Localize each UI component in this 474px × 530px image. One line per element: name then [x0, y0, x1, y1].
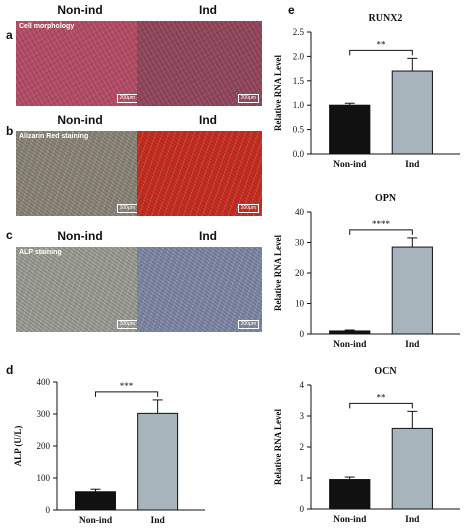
y-tick-label: 1.0: [293, 100, 305, 110]
header-non-ind-c: Non-ind: [57, 229, 103, 243]
x-tick-label: Non-ind: [79, 516, 113, 526]
micrograph-alp-ind: 200μm: [137, 247, 262, 332]
micrograph-alizarin-non-ind: Alizarin Red staining 200μm: [16, 131, 141, 216]
y-tick-label: 0.5: [293, 125, 305, 135]
x-tick-label: Ind: [405, 160, 420, 170]
bar-non-ind: [329, 479, 371, 510]
y-tick-label: 2: [300, 442, 305, 452]
y-tick-label: 0.0: [293, 149, 305, 159]
header-ind-b: Ind: [199, 113, 217, 127]
significance-bracket: [94, 391, 159, 397]
y-tick-label: 2.5: [293, 27, 305, 37]
micrograph-morphology-ind: 200μm: [137, 21, 262, 106]
micrograph-tag: ALP staining: [19, 249, 62, 256]
y-tick-label: 4: [300, 380, 305, 390]
y-tick-label: 200: [37, 441, 51, 451]
y-tick-label: 0: [300, 329, 305, 339]
significance-label: ****: [372, 219, 391, 229]
y-tick-label: 300: [37, 409, 51, 419]
y-tick-label: 40: [295, 207, 305, 217]
header-ind-a: Ind: [199, 3, 217, 17]
y-tick-label: 10: [295, 299, 305, 309]
significance-bracket: [349, 229, 413, 235]
panel-label-e: e: [288, 3, 295, 17]
y-tick-label: 3: [300, 411, 305, 421]
y-tick-label: 20: [295, 268, 305, 278]
y-axis-label: Relative RNA Level: [273, 409, 283, 485]
x-tick-label: Ind: [405, 340, 420, 350]
significance-label: **: [377, 39, 387, 49]
micrograph-morphology-non-ind: Cell morphology 200μm: [16, 21, 141, 106]
y-tick-label: 30: [295, 238, 305, 248]
y-tick-label: 1.5: [293, 76, 305, 86]
scale-bar: 200μm: [237, 204, 259, 213]
x-tick-label: Non-ind: [333, 340, 367, 350]
significance-label: **: [377, 392, 387, 402]
y-tick-label: 400: [37, 377, 51, 387]
chart-title: RUNX2: [369, 13, 403, 24]
y-axis-label: Relative RNA Level: [273, 55, 283, 131]
scale-bar: 200μm: [237, 94, 259, 103]
panel-label-a: a: [6, 28, 13, 42]
x-tick-label: Non-ind: [333, 160, 367, 170]
significance-bracket: [349, 49, 413, 56]
header-non-ind-a: Non-ind: [57, 3, 103, 17]
y-tick-label: 100: [37, 473, 51, 483]
x-tick-label: Ind: [151, 516, 166, 526]
y-tick-label: 0: [46, 505, 51, 515]
header-ind-c: Ind: [199, 229, 217, 243]
y-axis-label: ALP (U/L): [13, 426, 23, 467]
scale-bar: 200μm: [237, 320, 259, 329]
micrograph-tag: Cell morphology: [19, 23, 75, 30]
bar-non-ind: [329, 104, 371, 155]
bar-ind: [391, 427, 433, 510]
header-non-ind-b: Non-ind: [57, 113, 103, 127]
panel-label-d: d: [6, 363, 14, 377]
micrograph-alp-non-ind: ALP staining 200μm: [16, 247, 141, 332]
significance-label: ***: [120, 381, 134, 391]
micrograph-alizarin-ind: 200μm: [137, 131, 262, 216]
panel-label-b: b: [6, 124, 14, 138]
x-tick-label: Non-ind: [333, 515, 367, 525]
significance-bracket: [349, 402, 413, 409]
x-tick-label: Ind: [405, 515, 420, 525]
y-tick-label: 2.0: [293, 51, 305, 61]
chart-title: OCN: [374, 366, 397, 377]
y-tick-label: 0: [300, 504, 305, 514]
y-tick-label: 1: [300, 473, 305, 483]
chart-title: OPN: [375, 193, 397, 204]
y-axis-label: Relative RNA Level: [273, 235, 283, 311]
panel-label-c: c: [6, 228, 13, 242]
micrograph-tag: Alizarin Red staining: [19, 133, 89, 140]
